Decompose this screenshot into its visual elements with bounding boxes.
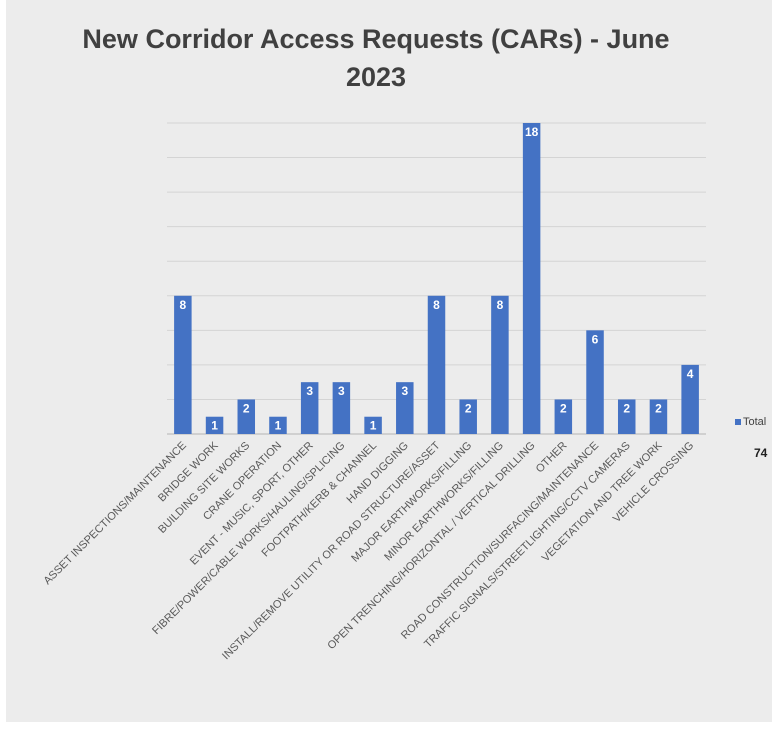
x-tick-label: TRAFFIC SIGNALS/STREETLIGHTING/CCTV CAME… [422, 440, 633, 651]
bar [491, 295, 509, 434]
chart-title: New Corridor Access Requests (CARs) - Ju… [82, 24, 670, 92]
data-label: 2 [243, 401, 250, 415]
data-label: 2 [465, 401, 472, 415]
data-label: 1 [211, 419, 218, 433]
x-tick-label: ASSET INSPECTIONS/MAINTENANCE [41, 440, 189, 588]
bar [617, 399, 636, 434]
data-label: 1 [370, 419, 377, 433]
legend-swatch [735, 419, 741, 426]
bar [205, 416, 224, 434]
data-label: 6 [592, 332, 599, 346]
bar [681, 364, 699, 434]
data-label: 3 [306, 384, 313, 398]
bar [522, 123, 541, 434]
data-label: 8 [180, 298, 187, 312]
bar [554, 399, 573, 434]
chart-frame: New Corridor Access Requests (CARs) - Ju… [6, 0, 772, 722]
bar [300, 382, 319, 434]
bar [269, 416, 287, 434]
legend: Total [735, 416, 766, 428]
data-label: 4 [687, 367, 694, 381]
bar [332, 382, 351, 434]
bars [174, 123, 699, 434]
bar [364, 416, 382, 434]
data-label: 18 [525, 125, 539, 139]
data-label: 8 [497, 298, 504, 312]
bar [427, 295, 446, 434]
data-label: 1 [275, 419, 282, 433]
data-label: 2 [623, 401, 630, 415]
bar [459, 399, 477, 434]
data-label: 2 [560, 401, 567, 415]
bar [586, 330, 604, 434]
data-labels: 8 1 2 1 3 3 1 3 8 2 8 18 2 6 2 2 4 [180, 125, 694, 433]
data-label: 3 [401, 384, 408, 398]
bar [396, 382, 414, 434]
x-tick-label: FOOTPATH/KERB & CHANNEL [259, 440, 379, 560]
data-label: 2 [655, 401, 662, 415]
bar [174, 295, 192, 434]
bar [237, 399, 256, 434]
data-label: 3 [338, 384, 345, 398]
bar-chart: 8 1 2 1 3 3 1 3 8 2 8 18 2 6 2 2 4 ASSET INSPECTIONS/MAI… [41, 122, 706, 662]
x-tick-label: OPEN TRENCHING/HORIZONTAL / VERTICAL DRI… [325, 440, 537, 652]
bar [649, 399, 668, 434]
data-label: 8 [433, 298, 440, 312]
total-value: 74 [754, 446, 768, 460]
legend-label: Total [743, 416, 767, 428]
